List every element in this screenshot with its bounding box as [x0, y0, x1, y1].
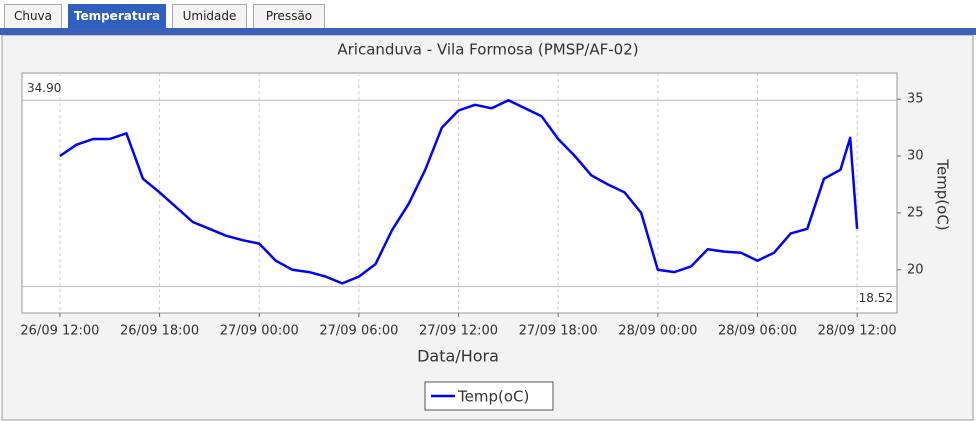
x-tick-label: 27/09 18:00 [519, 324, 598, 339]
x-tick-label: 26/09 12:00 [20, 324, 99, 339]
y-axis-label: Temp(oC) [934, 158, 952, 230]
y-tick-label: 20 [907, 262, 924, 277]
tab-strip [0, 28, 976, 35]
min-label: 18.52 [859, 291, 893, 305]
tab[interactable]: Pressão [253, 4, 325, 28]
y-tick-label: 35 [907, 92, 924, 107]
tab[interactable]: Umidade [172, 4, 247, 28]
x-tick-label: 28/09 12:00 [818, 324, 897, 339]
plot-area [21, 72, 898, 314]
x-tick-label: 27/09 12:00 [419, 324, 498, 339]
tab[interactable]: Temperatura [68, 4, 166, 28]
tab[interactable]: Chuva [4, 4, 62, 28]
y-tick-label: 30 [907, 149, 924, 164]
max-label: 34.90 [27, 81, 61, 95]
x-tick-label: 28/09 06:00 [718, 324, 797, 339]
x-tick-label: 27/09 06:00 [319, 324, 398, 339]
x-tick-label: 26/09 18:00 [120, 324, 199, 339]
x-axis-label: Data/Hora [417, 347, 499, 366]
x-tick-label: 27/09 00:00 [220, 324, 299, 339]
legend-label: Temp(oC) [457, 388, 529, 406]
chart-title: Aricanduva - Vila Formosa (PMSP/AF-02) [337, 41, 638, 59]
chart: Aricanduva - Vila Formosa (PMSP/AF-02) D… [1, 35, 974, 421]
y-tick-label: 25 [907, 205, 924, 220]
line-series [59, 99, 859, 285]
x-tick-label: 28/09 00:00 [618, 324, 697, 339]
